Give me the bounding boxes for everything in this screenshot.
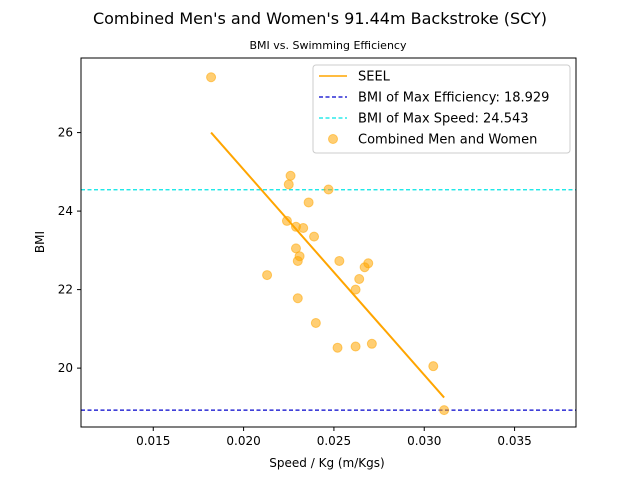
y-tick-label-1: 22	[58, 283, 73, 297]
legend-label-0: SEEL	[358, 70, 391, 85]
data-point-0	[206, 72, 217, 83]
fit-line-group	[210, 131, 445, 399]
data-point-16	[354, 274, 365, 285]
chart-title: Combined Men's and Women's 91.44m Backst…	[93, 9, 547, 28]
data-point-2	[283, 179, 294, 190]
legend-label-1: BMI of Max Efficiency: 18.929	[358, 91, 549, 106]
y-axis-ticks: 20 22 24 26	[58, 126, 81, 375]
legend-label-2: BMI of Max Speed: 24.543	[358, 112, 529, 127]
chart-subtitle: BMI vs. Swimming Efficiency	[250, 39, 407, 52]
legend: SEEL BMI of Max Efficiency: 18.929 BMI of …	[312, 64, 571, 154]
data-point-8	[309, 231, 320, 242]
seel-line	[210, 131, 445, 399]
axes-frame	[80, 57, 577, 428]
legend-swatch-3	[328, 134, 338, 144]
y-tick-label-3: 26	[58, 126, 73, 140]
y-axis-label: BMI	[33, 231, 47, 253]
data-point-14	[359, 262, 370, 273]
x-tick-label-3: 0.030	[407, 434, 441, 448]
legend-label-3: Combined Men and Women	[358, 133, 537, 148]
legend-box	[312, 64, 571, 154]
x-tick-label-4: 0.035	[497, 434, 531, 448]
x-tick-label-2: 0.025	[317, 434, 351, 448]
data-point-20	[366, 338, 377, 349]
y-tick-label-0: 20	[58, 361, 73, 375]
scatter-points	[206, 72, 450, 416]
data-point-11	[292, 255, 303, 266]
x-axis-label: Speed / Kg (m/Kgs)	[269, 456, 384, 470]
x-axis-ticks: 0.015 0.020 0.025 0.030 0.035	[136, 427, 532, 448]
data-point-15	[262, 270, 273, 281]
data-point-3	[323, 184, 334, 195]
data-point-12	[334, 255, 345, 266]
axes-border	[80, 57, 577, 428]
y-tick-label-2: 24	[58, 204, 73, 218]
data-point-19	[310, 317, 321, 328]
data-point-5	[281, 215, 292, 226]
data-point-7	[298, 222, 309, 233]
data-point-17	[350, 284, 361, 295]
data-point-23	[428, 361, 439, 372]
data-point-4	[303, 197, 314, 208]
data-point-18	[292, 293, 303, 304]
data-point-21	[350, 341, 361, 352]
data-point-22	[332, 342, 343, 353]
x-tick-label-0: 0.015	[136, 434, 170, 448]
data-point-1	[285, 170, 296, 181]
data-point-24	[439, 405, 450, 416]
x-tick-label-1: 0.020	[226, 434, 260, 448]
